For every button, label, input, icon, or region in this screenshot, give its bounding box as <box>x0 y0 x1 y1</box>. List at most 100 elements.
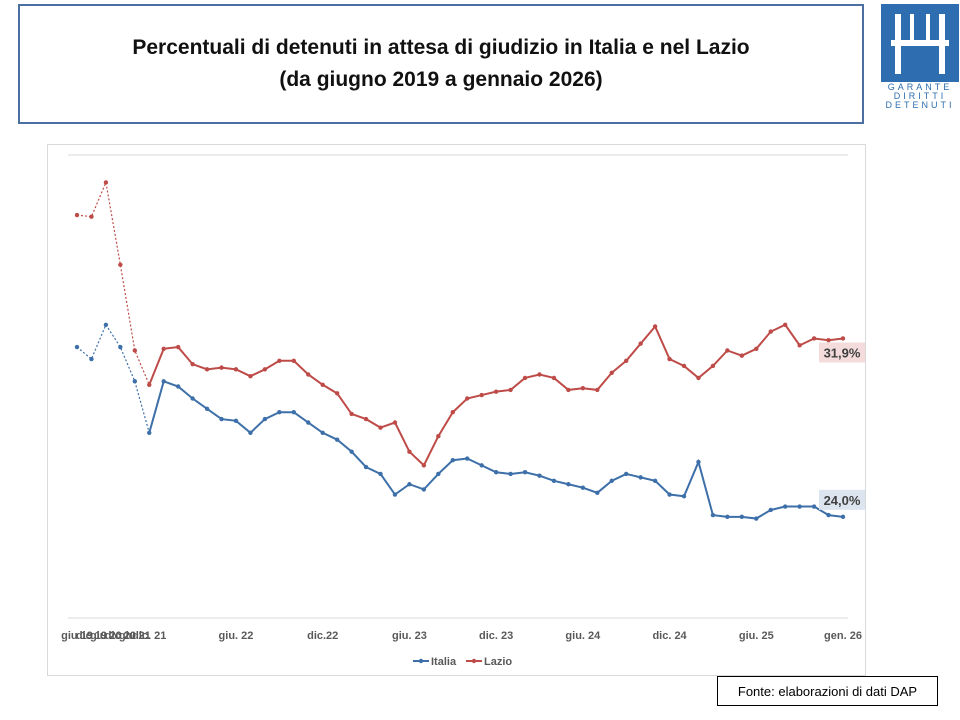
legend-marker <box>471 658 477 664</box>
data-point-lazio <box>551 375 557 381</box>
data-point-lazio <box>450 410 455 415</box>
data-point-italia <box>508 471 513 477</box>
x-tick-label: gen. 26 <box>824 630 862 642</box>
data-point-italia <box>667 492 672 497</box>
data-point-italia <box>407 482 412 487</box>
data-point-lazio <box>566 387 571 393</box>
data-point-lazio <box>248 374 253 379</box>
data-point-lazio <box>161 346 166 351</box>
data-point-lazio <box>696 375 701 381</box>
data-point-italia <box>696 459 701 465</box>
garante-logo-icon: GARANTE DIRITTI DETENUTI <box>881 4 959 108</box>
data-point-italia <box>103 322 109 327</box>
data-point-lazio <box>118 262 123 267</box>
data-point-italia <box>493 470 499 475</box>
data-point-italia <box>262 416 268 422</box>
data-point-italia <box>479 463 484 468</box>
data-point-italia <box>320 430 325 435</box>
data-point-italia <box>306 420 311 425</box>
logo-text-3: DETENUTI <box>886 100 955 108</box>
data-point-italia <box>725 514 730 520</box>
data-point-italia <box>551 478 557 484</box>
data-point-italia <box>465 456 470 461</box>
data-point-lazio <box>681 363 687 369</box>
data-point-lazio <box>349 411 354 417</box>
data-point-lazio <box>739 353 745 358</box>
legend-marker <box>418 658 424 664</box>
data-point-italia <box>392 492 398 497</box>
data-point-lazio <box>465 396 470 401</box>
data-point-lazio <box>479 392 484 398</box>
x-tick-label: dic 20 <box>105 630 136 642</box>
data-point-italia <box>118 344 123 350</box>
data-point-lazio <box>826 338 831 343</box>
legend-label: Lazio <box>484 656 512 668</box>
data-point-italia <box>233 418 239 423</box>
data-point-italia <box>421 487 427 492</box>
data-point-italia <box>595 490 600 496</box>
data-point-italia <box>161 379 166 384</box>
x-tick-label: giu. 23 <box>392 630 427 642</box>
data-point-italia <box>277 410 282 415</box>
data-point-italia <box>638 475 643 480</box>
data-point-lazio <box>147 382 152 387</box>
data-point-italia <box>147 430 152 435</box>
logo-text-2: DIRITTI <box>894 91 947 101</box>
data-point-italia <box>537 473 542 478</box>
x-tick-label: dic. 21 <box>132 630 166 642</box>
data-point-italia <box>522 470 528 475</box>
data-point-italia <box>291 410 296 415</box>
data-point-italia <box>190 396 195 401</box>
x-tick-label: giu. 24 <box>565 630 601 642</box>
legend-label: Italia <box>431 656 457 668</box>
data-point-italia <box>566 482 571 487</box>
data-point-lazio <box>204 367 210 372</box>
data-point-italia <box>580 485 586 490</box>
data-point-lazio <box>74 212 80 218</box>
chart-subtitle: (da giugno 2019 a gennaio 2026) <box>279 68 603 91</box>
data-point-italia <box>89 356 94 362</box>
data-point-italia <box>811 504 817 509</box>
data-point-lazio <box>782 322 788 327</box>
series-line-italia <box>148 380 844 520</box>
data-point-lazio <box>754 346 759 351</box>
data-point-italia <box>624 471 629 477</box>
data-point-lazio <box>233 367 239 372</box>
data-point-italia <box>739 514 745 520</box>
data-point-italia <box>609 478 614 484</box>
x-tick-label: giu. 25 <box>739 630 774 642</box>
data-point-lazio <box>580 386 586 391</box>
x-tick-label: giu 21 <box>119 630 151 642</box>
data-point-lazio <box>797 343 802 348</box>
x-tick-label: dic. 24 <box>652 630 687 642</box>
end-label-lazio: 31,9% <box>824 345 861 360</box>
data-point-italia <box>754 516 759 521</box>
chart-area: giu 19 dic 19 giu 20 dic 20 giu 21 dic. 21 giu… <box>47 144 866 676</box>
data-point-italia <box>652 478 658 484</box>
data-point-italia <box>450 458 455 463</box>
data-point-italia <box>378 471 383 477</box>
x-tick-label: giu. 22 <box>219 630 254 642</box>
data-point-italia <box>797 504 802 509</box>
data-point-italia <box>132 379 138 384</box>
data-point-lazio <box>436 434 441 439</box>
x-tick-label: giu 19 <box>61 630 93 642</box>
data-point-lazio <box>768 329 773 334</box>
data-point-italia <box>840 514 846 520</box>
data-point-lazio <box>219 365 224 370</box>
data-point-lazio <box>537 372 542 377</box>
data-point-lazio <box>638 341 643 346</box>
data-point-italia <box>204 406 210 411</box>
data-point-lazio <box>277 358 282 363</box>
x-tick-label: giu 20 <box>90 630 122 642</box>
data-point-lazio <box>652 324 658 329</box>
data-point-lazio <box>363 416 369 422</box>
data-point-lazio <box>667 356 672 362</box>
chart-title: Percentuali di detenuti in attesa di giu… <box>132 36 750 59</box>
data-point-lazio <box>624 358 629 363</box>
data-point-lazio <box>132 348 138 353</box>
data-point-lazio <box>421 463 427 468</box>
data-point-italia <box>175 384 181 389</box>
end-label-bg-lazio <box>819 342 865 363</box>
data-point-lazio <box>103 180 109 185</box>
